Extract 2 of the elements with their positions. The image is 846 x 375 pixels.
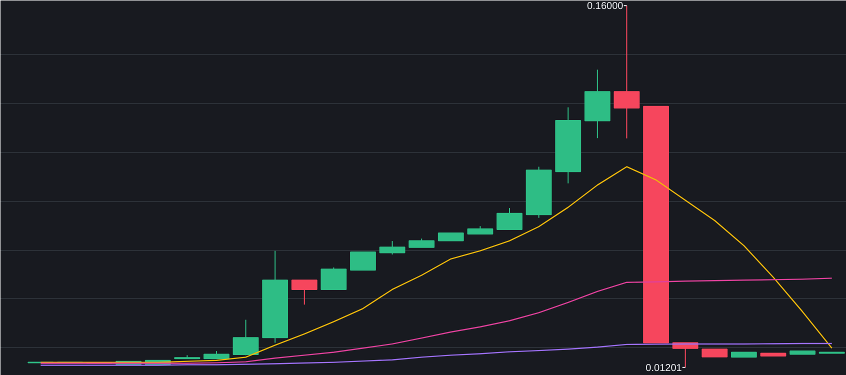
annotation: 0.16000 (587, 1, 624, 12)
annotation: 0.01201 (646, 362, 682, 374)
